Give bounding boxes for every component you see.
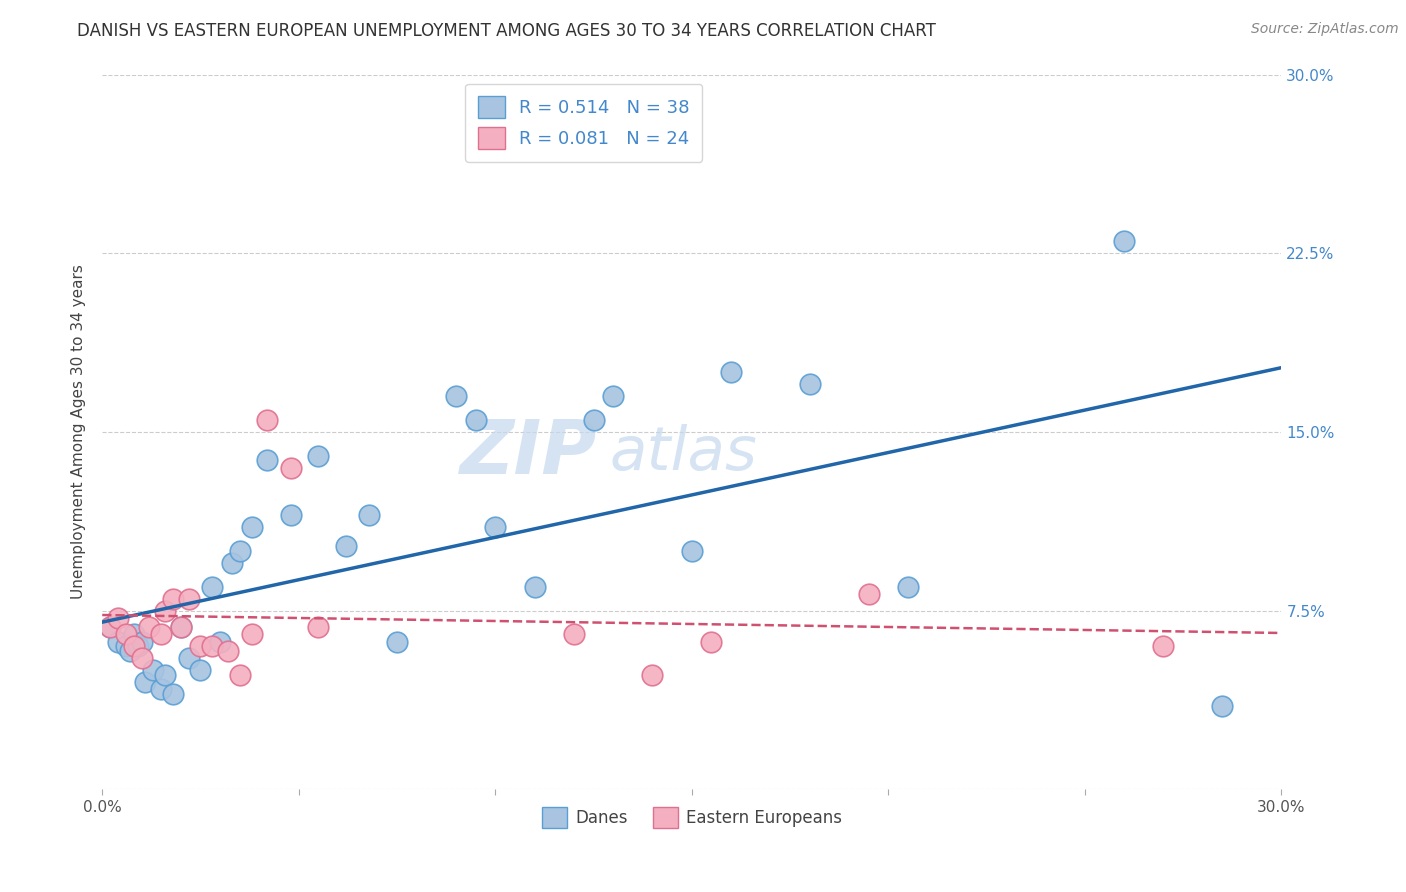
- Point: [170, 620, 193, 634]
- Point: [98, 620, 121, 634]
- Point: [150, 627, 173, 641]
- Point: [134, 675, 156, 690]
- Text: atlas: atlas: [609, 424, 758, 483]
- Point: [209, 634, 232, 648]
- Text: DANISH VS EASTERN EUROPEAN UNEMPLOYMENT AMONG AGES 30 TO 34 YEARS CORRELATION CH: DANISH VS EASTERN EUROPEAN UNEMPLOYMENT …: [77, 22, 936, 40]
- Point: [162, 687, 184, 701]
- Point: [240, 627, 263, 641]
- Point: [177, 591, 200, 606]
- Point: [107, 610, 129, 624]
- Point: [307, 620, 329, 634]
- Point: [190, 663, 212, 677]
- Point: [229, 544, 252, 558]
- Point: [897, 580, 920, 594]
- Text: Source: ZipAtlas.com: Source: ZipAtlas.com: [1251, 22, 1399, 37]
- Point: [114, 627, 136, 641]
- Point: [131, 651, 153, 665]
- Point: [484, 520, 506, 534]
- Point: [1211, 698, 1233, 713]
- Point: [177, 651, 200, 665]
- Point: [681, 544, 703, 558]
- Point: [280, 508, 302, 523]
- Legend: Danes, Eastern Europeans: Danes, Eastern Europeans: [536, 801, 849, 835]
- Point: [256, 453, 278, 467]
- Point: [138, 620, 160, 634]
- Point: [1114, 234, 1136, 248]
- Point: [582, 413, 605, 427]
- Point: [1153, 640, 1175, 654]
- Point: [114, 640, 136, 654]
- Point: [523, 580, 546, 594]
- Point: [98, 620, 121, 634]
- Point: [127, 640, 149, 654]
- Point: [122, 640, 145, 654]
- Point: [858, 587, 880, 601]
- Point: [162, 591, 184, 606]
- Point: [217, 644, 239, 658]
- Point: [190, 640, 212, 654]
- Point: [122, 627, 145, 641]
- Point: [280, 460, 302, 475]
- Point: [799, 377, 821, 392]
- Point: [562, 627, 585, 641]
- Point: [229, 668, 252, 682]
- Point: [359, 508, 381, 523]
- Y-axis label: Unemployment Among Ages 30 to 34 years: Unemployment Among Ages 30 to 34 years: [72, 264, 86, 599]
- Point: [201, 640, 224, 654]
- Point: [641, 668, 664, 682]
- Point: [107, 634, 129, 648]
- Point: [153, 603, 176, 617]
- Point: [221, 556, 243, 570]
- Point: [118, 644, 141, 658]
- Point: [170, 620, 193, 634]
- Point: [720, 365, 742, 379]
- Point: [602, 389, 624, 403]
- Point: [153, 668, 176, 682]
- Point: [307, 449, 329, 463]
- Point: [240, 520, 263, 534]
- Point: [131, 634, 153, 648]
- Text: ZIP: ZIP: [460, 417, 598, 490]
- Point: [385, 634, 408, 648]
- Point: [335, 539, 357, 553]
- Point: [256, 413, 278, 427]
- Point: [444, 389, 467, 403]
- Point: [464, 413, 486, 427]
- Point: [150, 682, 173, 697]
- Point: [142, 663, 165, 677]
- Point: [201, 580, 224, 594]
- Point: [700, 634, 723, 648]
